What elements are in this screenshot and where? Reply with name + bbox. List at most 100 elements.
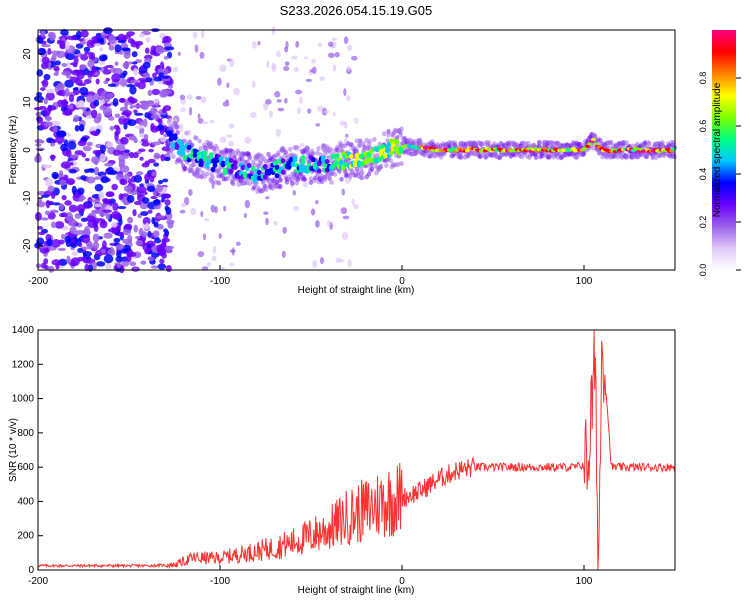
spectrogram-noise-blob (76, 82, 87, 87)
spectrogram-ridge-halo (367, 145, 373, 151)
spectrogram-noise-blob (80, 136, 88, 142)
spectrogram-noise-blob (140, 211, 149, 217)
spectrogram-noise-blob (60, 28, 69, 36)
spectrogram-noise-blob (45, 178, 53, 187)
spectrogram-noise-blob (84, 263, 89, 272)
spectrogram-noise-blob (233, 88, 240, 96)
spectrogram-noise-blob (95, 78, 100, 85)
spectrogram-noise-blob (323, 110, 330, 114)
spectrogram-noise-blob (47, 185, 55, 192)
spectrogram-noise-blob (310, 208, 316, 216)
spectrogram-noise-blob (91, 109, 98, 119)
spectrogram-noise-blob (151, 171, 157, 177)
spectrogram-ridge-core (527, 147, 532, 151)
spectrogram-noise-blob (115, 255, 123, 263)
spectrogram-noise-blob (150, 195, 158, 200)
spectrogram-noise-blob (105, 191, 114, 197)
spectrogram-noise-blob (50, 221, 57, 229)
spectrogram-noise-blob (164, 199, 171, 206)
spectrogram-noise-blob (123, 122, 128, 130)
spectrogram-ridge-halo (247, 154, 253, 160)
spectrogram-ridge-core (196, 151, 202, 157)
spectrogram-noise-blob (76, 71, 85, 80)
spectrogram-noise-blob (88, 51, 93, 60)
spectrogram-ridge-halo (184, 130, 189, 136)
spectrogram-noise-blob (78, 242, 83, 248)
spectrogram-ridge-halo (399, 126, 404, 132)
colorbar-ticks: 0.0 0.2 0.4 0.6 0.8 (698, 72, 741, 276)
spectrogram-noise-blob (102, 198, 109, 204)
spectrogram-noise-blob (154, 238, 162, 244)
spectrogram-noise-blob (158, 72, 165, 77)
spectrogram-ridge-core (450, 147, 456, 151)
spectrogram-noise-blob (41, 44, 51, 48)
spectrogram-noise-blob (65, 178, 76, 185)
spectrogram-noise-blob (123, 185, 133, 192)
spectrogram-noise-blob (137, 81, 146, 90)
spectrogram-noise-blob (36, 201, 46, 208)
spectrogram-noise-blob (295, 40, 300, 48)
spectrogram-noise-blob (163, 80, 173, 85)
spectrogram-noise-blob (53, 72, 59, 77)
spectrogram-noise-blob (77, 140, 87, 147)
spectrogram-ridge-halo (200, 170, 206, 176)
spectrogram-noise-blob (109, 67, 117, 73)
spectrogram-noise-blob (115, 126, 121, 135)
spectrogram-ridge-halo (339, 176, 344, 182)
spectrogram-noise-blob (50, 50, 61, 55)
spectrogram-noise-blob (122, 228, 132, 236)
spectrogram-ridge-halo (575, 154, 580, 160)
spectrogram-ridge-core (168, 132, 174, 138)
spectrogram-ridge-halo (369, 166, 375, 172)
spectrogram-ridge-halo (386, 129, 391, 135)
spectrogram-ridge-halo (316, 146, 321, 152)
snr-x-tick-label: 0 (399, 576, 405, 587)
spectrogram-ridge-halo (276, 152, 281, 158)
spectrogram-noise-blob (66, 148, 72, 158)
spectrogram-y-tick-label: 0 (22, 147, 33, 153)
spectrogram-noise-blob (57, 247, 67, 252)
spectrogram-ridge-halo (396, 161, 401, 167)
spectrogram-noise-blob (92, 149, 103, 155)
spectrogram-noise-blob (56, 130, 66, 138)
spectrogram-noise-blob (229, 58, 235, 68)
spectrogram-noise-blob (194, 44, 199, 53)
spectrogram-noise-blob (105, 263, 112, 270)
spectrogram-noise-blob (50, 139, 57, 144)
spectrogram-noise-blob (295, 89, 302, 95)
spectrogram-ridge-halo (203, 146, 209, 152)
spectrogram-ridge-core (262, 174, 268, 180)
spectrogram-noise-blob (148, 148, 154, 153)
spectrogram-noise-blob (122, 152, 130, 159)
spectrogram-ridge-halo (284, 179, 290, 185)
spectrogram-ridge-core (300, 155, 306, 161)
spectrogram-noise-blob (165, 265, 172, 272)
spectrogram-ridge-core (316, 168, 322, 174)
snr-y-tick-label: 1400 (12, 325, 35, 336)
spectrogram-noise-blob (47, 48, 52, 55)
spectrogram-noise-blob (347, 44, 353, 51)
spectrogram-noise-blob (152, 72, 157, 79)
spectrogram-noise-blob (51, 171, 59, 179)
spectrogram-ridge-core (376, 156, 382, 162)
chart-title: S233.2026.054.15.19.G05 (280, 3, 433, 18)
spectrogram-noise-blob (68, 204, 78, 213)
spectrogram-ridge-core (324, 158, 330, 165)
spectrogram-noise-blob (284, 61, 290, 66)
spectrogram-noise-blob (71, 251, 79, 257)
spectrogram-noise-blob (293, 66, 299, 73)
spectrogram-noise-blob (80, 29, 89, 38)
spectrogram-ridge-core (352, 162, 358, 168)
spectrogram-noise-blob (135, 171, 144, 176)
spectrogram-y-ticks: 20 10 0 -10 -20 (22, 48, 43, 253)
spectrogram-noise-blob (80, 106, 88, 111)
snr-y-tick-label: 600 (17, 462, 34, 473)
spectrogram-ridge-halo (191, 162, 197, 168)
spectrogram-noise-blob (217, 77, 222, 86)
spectrogram-x-ticks: -200 -100 0 100 (28, 265, 593, 287)
spectrogram-ridge-core (280, 169, 286, 175)
spectrogram-noise-blob (129, 98, 138, 104)
spectrogram-ridge-halo (190, 157, 196, 163)
spectrogram-noise-blob (120, 47, 131, 52)
spectrogram-noise-blob (123, 50, 131, 59)
